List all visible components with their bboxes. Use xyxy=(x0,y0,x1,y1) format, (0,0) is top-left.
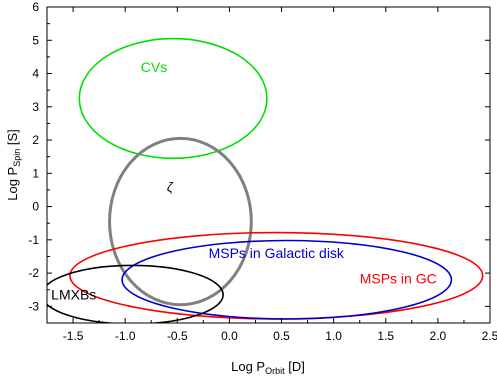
y-tick-label: 2 xyxy=(32,133,39,147)
y-tick-label: -3 xyxy=(28,299,39,313)
y-tick-label: -2 xyxy=(28,266,39,280)
region-cvs-ellipse xyxy=(78,37,268,160)
y-tick-label: 6 xyxy=(32,0,39,14)
y-tick-label: 1 xyxy=(32,166,39,180)
x-tick-label: 1.5 xyxy=(377,329,394,343)
y-tick-label: 5 xyxy=(32,33,39,47)
region-zeta-ellipse xyxy=(108,136,253,307)
regions xyxy=(47,37,484,323)
x-tick-label: 0.5 xyxy=(273,329,290,343)
y-axis-title: Log PSpin [S] xyxy=(5,129,22,201)
x-axis: -1.5 -1.0 -0.5 0.0 0.5 1.0 1.5 2.0 2.5 xyxy=(63,7,497,343)
y-tick-label: 4 xyxy=(32,67,39,81)
plot-frame xyxy=(46,6,491,324)
x-axis-title: Log POrbit [D] xyxy=(231,359,305,376)
region-msps-in-gc-label: MSPs in GC xyxy=(360,271,437,287)
y-tick-label: 0 xyxy=(32,200,39,214)
region-lmxbs-label: LMXBs xyxy=(51,287,96,303)
x-tick-label: 1.0 xyxy=(325,329,342,343)
x-tick-label: -0.5 xyxy=(167,329,188,343)
region-msps-in-galactic-disk-ellipse xyxy=(121,239,453,320)
x-tick-label: 2.0 xyxy=(430,329,447,343)
x-tick-label: -1.0 xyxy=(115,329,136,343)
region-msps-in-galactic-disk-label: MSPs in Galactic disk xyxy=(209,245,345,261)
y-axis: -3 -2 -1 0 1 2 3 4 5 6 xyxy=(28,0,490,313)
y-tick-label: -1 xyxy=(28,233,39,247)
region-zeta-label: ζ xyxy=(167,180,174,195)
region-cvs-label: CVs xyxy=(141,59,167,75)
x-tick-label: 0.0 xyxy=(221,329,238,343)
x-tick-label: -1.5 xyxy=(63,329,84,343)
y-tick-label: 3 xyxy=(32,100,39,114)
x-tick-label: 2.5 xyxy=(482,329,497,343)
region-lmxbs-ellipse xyxy=(47,264,224,323)
region-labels: CVs ζ MSPs in GC MSPs in Galactic disk LMXBs xyxy=(51,59,437,303)
